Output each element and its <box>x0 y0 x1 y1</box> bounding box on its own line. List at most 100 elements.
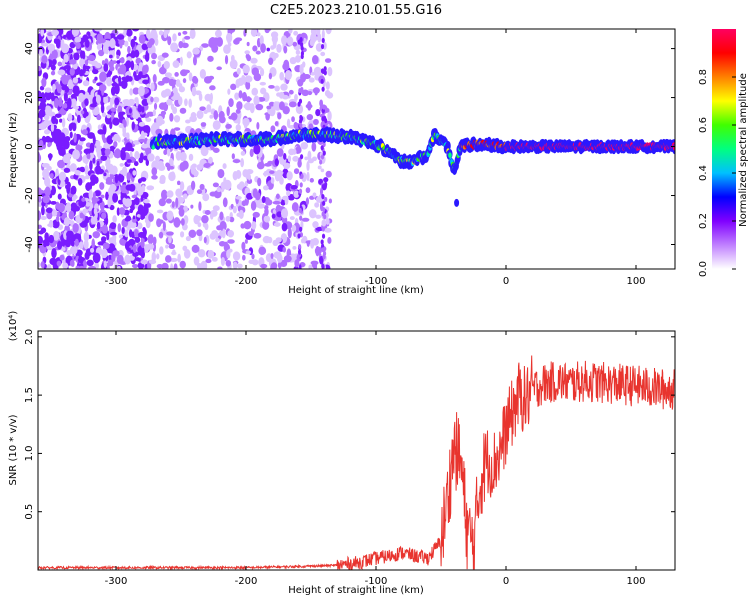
noise-cell <box>264 162 272 167</box>
noise-cell <box>161 52 169 58</box>
noise-cell <box>38 187 42 197</box>
noise-cell <box>85 201 91 207</box>
noise-cell <box>39 101 47 110</box>
noise-cell <box>38 139 44 149</box>
noise-cell <box>173 263 178 269</box>
noise-cell <box>47 43 56 52</box>
x-tick-label: 0 <box>503 576 509 587</box>
noise-cell <box>137 85 145 97</box>
noise-cell <box>311 55 319 65</box>
noise-cell <box>87 94 93 100</box>
noise-cell <box>294 259 300 268</box>
noise-cell <box>286 36 294 46</box>
noise-cell <box>230 112 238 121</box>
noise-cell <box>253 143 261 155</box>
noise-cell <box>131 231 135 239</box>
streak-cell <box>320 145 324 151</box>
noise-cell <box>50 123 55 132</box>
noise-cell <box>126 132 130 140</box>
noise-cell <box>286 171 293 181</box>
noise-cell <box>145 203 151 208</box>
streak-cell <box>324 196 328 203</box>
noise-cell <box>290 185 298 190</box>
noise-cell <box>152 74 157 83</box>
noise-cell <box>52 83 56 93</box>
noise-cell <box>325 170 332 178</box>
snr-series <box>38 355 675 570</box>
noise-cell <box>126 29 133 37</box>
noise-cell <box>69 131 73 139</box>
noise-cell <box>252 211 260 218</box>
noise-cell <box>259 81 266 86</box>
noise-cell <box>327 66 333 77</box>
y-tick-label: -40 <box>24 236 35 252</box>
noise-cell <box>130 60 135 71</box>
streak-cell <box>299 215 303 221</box>
noise-cell <box>323 177 329 183</box>
noise-cell <box>192 55 197 66</box>
noise-cell <box>84 39 90 48</box>
noise-cell <box>313 264 318 269</box>
streak-cell <box>299 182 303 188</box>
noise-cell <box>64 241 71 248</box>
noise-cell <box>78 140 84 146</box>
noise-cell <box>107 243 116 252</box>
noise-cell <box>325 218 330 225</box>
noise-cell <box>292 41 298 47</box>
noise-cell <box>263 215 271 223</box>
y-tick-label: 40 <box>24 42 35 55</box>
noise-cell <box>63 53 69 63</box>
noise-cell <box>111 82 119 87</box>
noise-cell <box>69 67 75 76</box>
noise-cell <box>265 112 270 121</box>
streak-cell <box>321 233 326 239</box>
noise-cell <box>103 172 107 177</box>
noise-cell <box>177 253 181 263</box>
noise-cell <box>275 237 282 243</box>
noise-cell <box>120 150 126 161</box>
noise-cell <box>217 168 225 179</box>
noise-cell <box>174 72 179 77</box>
noise-cell <box>158 30 164 36</box>
noise-cell <box>164 255 172 263</box>
noise-cell <box>164 72 172 78</box>
noise-cell <box>217 266 223 269</box>
noise-cell <box>78 92 85 103</box>
noise-cell <box>91 238 96 249</box>
noise-cell <box>246 96 251 103</box>
noise-cell <box>226 249 231 259</box>
noise-cell <box>219 211 224 221</box>
noise-cell <box>183 205 188 213</box>
noise-cell <box>50 200 57 205</box>
noise-cell <box>142 79 150 85</box>
noise-cell <box>38 48 43 57</box>
noise-cell <box>135 57 142 65</box>
noise-cell <box>182 30 188 35</box>
noise-cell <box>310 29 317 36</box>
noise-cell <box>81 129 88 136</box>
noise-cell <box>38 151 41 162</box>
noise-cell <box>213 190 222 199</box>
streak-cell <box>298 118 303 124</box>
noise-cell <box>314 246 322 256</box>
noise-cell <box>42 195 50 204</box>
streak-cell <box>299 154 304 160</box>
streak-cell <box>297 101 301 107</box>
noise-cell <box>252 45 258 52</box>
noise-cell <box>280 199 286 206</box>
noise-cell <box>156 209 164 214</box>
noise-cell <box>46 264 52 269</box>
noise-cell <box>182 78 187 84</box>
noise-cell <box>63 92 68 103</box>
noise-cell <box>56 84 62 94</box>
noise-cell <box>63 65 71 70</box>
streak-cell <box>322 141 326 148</box>
noise-cell <box>237 115 241 125</box>
noise-cell <box>133 36 137 41</box>
noise-cell <box>292 148 297 155</box>
snr-line <box>38 355 675 570</box>
streak-cell <box>300 173 304 179</box>
noise-cell <box>192 47 200 55</box>
noise-cell <box>84 164 89 176</box>
noise-cell <box>324 89 331 97</box>
